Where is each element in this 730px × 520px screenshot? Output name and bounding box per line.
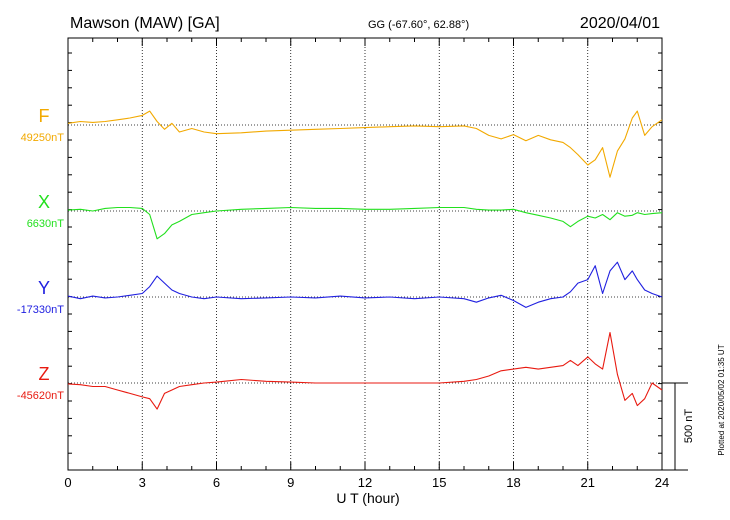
x-axis-label: U T (hour): [336, 490, 399, 506]
series-baseline-f: 49250nT: [21, 132, 65, 144]
series-line-f: [67, 110, 663, 178]
x-tick-label-12: 12: [358, 475, 372, 490]
x-tick-label-6: 6: [213, 475, 220, 490]
chart-date: 2020/04/01: [580, 15, 660, 32]
axis-ticks: [67, 38, 663, 470]
series-line-x: [67, 206, 663, 240]
series-name-f: F: [39, 106, 50, 126]
x-tick-label-15: 15: [432, 475, 446, 490]
x-tick-label-24: 24: [655, 475, 669, 490]
series-baseline-y: -17330nT: [17, 304, 64, 316]
series-line-z: [67, 331, 663, 410]
x-tick-label-18: 18: [506, 475, 520, 490]
series-name-x: X: [38, 192, 50, 212]
series-labels: F 49250nT X 6630nT Y -17330nT Z -45620nT: [17, 106, 64, 402]
series-line-y: [67, 261, 663, 308]
series-name-z: Z: [39, 364, 50, 384]
station-coordinates: GG (-67.60°, 62.88°): [368, 19, 469, 31]
x-tick-label-21: 21: [581, 475, 595, 490]
x-tick-labels: 0 3 6 9 12 15 18 21 24: [64, 475, 669, 490]
series-baseline-x: 6630nT: [27, 218, 65, 230]
scale-bar: [662, 382, 688, 471]
vertical-gridlines: [141, 38, 589, 470]
x-tick-label-9: 9: [287, 475, 294, 490]
scale-bar-label: 500 nT: [683, 409, 695, 444]
x-tick-label-3: 3: [139, 475, 146, 490]
x-tick-label-0: 0: [64, 475, 71, 490]
series-lines: [67, 110, 663, 410]
series-baseline-z: -45620nT: [17, 390, 64, 402]
series-name-y: Y: [38, 278, 50, 298]
plotted-timestamp: Plotted at 2020/05/02 01:35 UT: [717, 344, 726, 455]
chart-title: Mawson (MAW) [GA]: [70, 15, 220, 32]
